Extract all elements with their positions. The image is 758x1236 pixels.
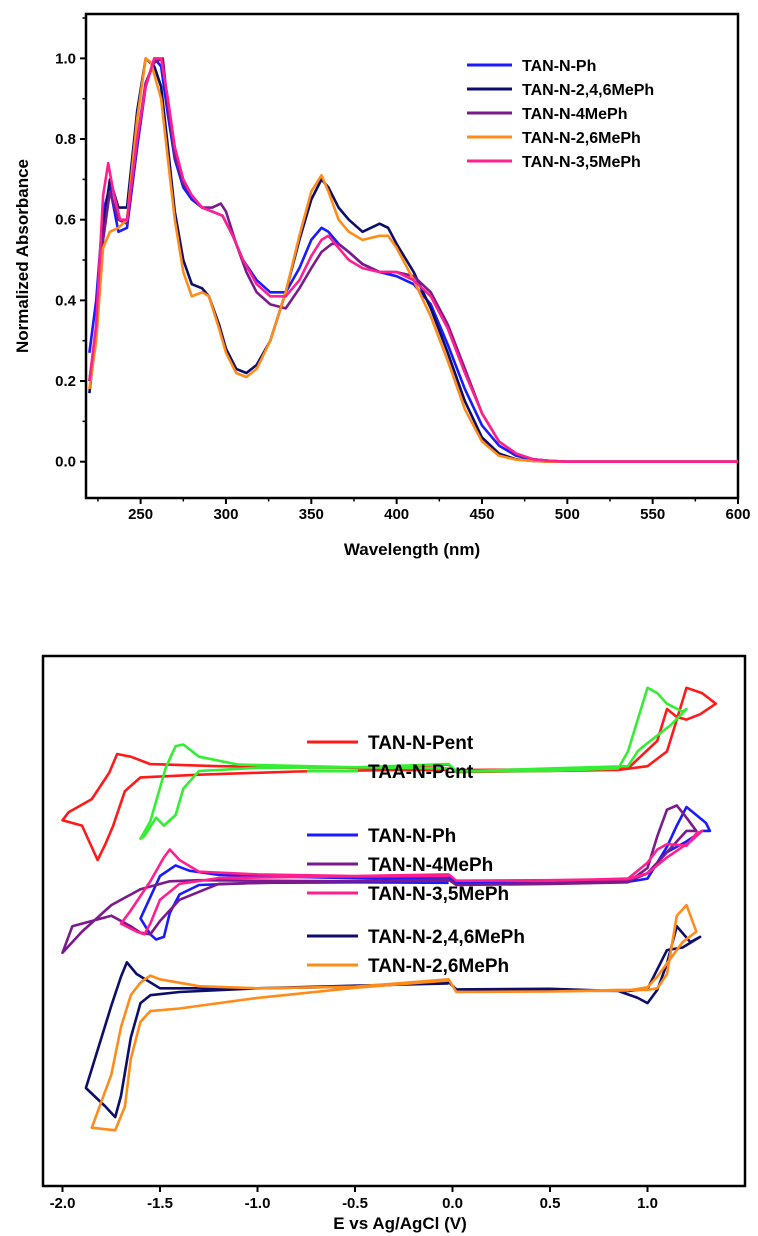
cv-x-tick-label: 1.0 xyxy=(637,1195,658,1212)
absorbance-series-group xyxy=(88,57,738,463)
absorbance-legend-label-tan-n-2-4-6meph: TAN-N-2,4,6MePh xyxy=(522,82,654,99)
cv-legend-label-tan-n-pent: TAN-N-Pent xyxy=(368,733,474,754)
cv-series-tan-n-2-6meph xyxy=(90,903,698,1132)
cyclic-voltammetry-chart: -2.0 -1.5 -1.0 -0.5 0.0 0.5 1.0 TAN-N-Pent TAA-… xyxy=(41,654,747,1233)
cv-x-tick-label: 0.5 xyxy=(540,1195,561,1212)
cv-x-tick-label: -0.5 xyxy=(342,1195,368,1212)
cv-x-tick-label: 0.0 xyxy=(442,1195,463,1212)
absorbance-y-tick-label: 1.0 xyxy=(55,50,76,67)
cv-series-tan-n-3-5meph xyxy=(119,829,704,936)
absorbance-y-tick-label: 0.8 xyxy=(55,131,76,148)
cv-legend-label-tan-n-3-5meph: TAN-N-3,5MePh xyxy=(368,884,509,905)
cv-x-tick-label: -1.5 xyxy=(147,1195,173,1212)
cv-series-tan-n-2-4-6meph xyxy=(84,925,702,1119)
absorbance-legend-label-tan-n-4meph: TAN-N-4MePh xyxy=(522,106,627,123)
cv-legend-label-tan-n-2-4-6meph: TAN-N-2,4,6MePh xyxy=(368,927,525,948)
cv-tick-group: -2.0 -1.5 -1.0 -0.5 0.0 0.5 1.0 xyxy=(50,1186,658,1212)
cv-x-axis-label: E vs Ag/AgCl (V) xyxy=(333,1214,467,1233)
absorbance-x-tick-label: 600 xyxy=(725,506,750,523)
absorbance-y-tick-label: 0.0 xyxy=(55,454,76,471)
absorbance-x-tick-label: 450 xyxy=(469,506,494,523)
absorbance-chart: 250 300 350 400 450 500 550 600 0.0 0.2 0.4 0.6 0.8 1… xyxy=(13,12,751,559)
cv-legend: TAN-N-Pent TAA-N-Pent TAN-N-Ph TAN-N-4MePh T… xyxy=(307,733,525,977)
absorbance-legend-label-tan-n-2-6meph: TAN-N-2,6MePh xyxy=(522,130,641,147)
absorbance-series-tan-n-2-4-6meph xyxy=(88,57,738,463)
cv-plot-frame xyxy=(41,654,747,1188)
absorbance-y-tick-label: 0.2 xyxy=(55,373,76,390)
absorbance-x-tick-label: 300 xyxy=(213,506,238,523)
cv-legend-label-tan-n-ph: TAN-N-Ph xyxy=(368,826,456,847)
absorbance-x-tick-label: 400 xyxy=(384,506,409,523)
cv-legend-label-taa-n-pent: TAA-N-Pent xyxy=(368,762,474,783)
absorbance-x-tick-label: 500 xyxy=(555,506,580,523)
cv-x-tick-label: -2.0 xyxy=(50,1195,76,1212)
cv-legend-label-tan-n-2-6meph: TAN-N-2,6MePh xyxy=(368,956,509,977)
cv-series-taa-n-pent xyxy=(139,686,688,841)
absorbance-x-axis-label: Wavelength (nm) xyxy=(344,540,480,559)
cv-series-group xyxy=(61,686,718,1132)
absorbance-plot-frame xyxy=(84,12,740,500)
absorbance-series-tan-n-ph xyxy=(88,57,738,463)
absorbance-legend-label-tan-n-ph: TAN-N-Ph xyxy=(522,58,596,75)
absorbance-series-tan-n-4meph xyxy=(88,57,738,463)
absorbance-x-tick-label: 350 xyxy=(299,506,324,523)
absorbance-y-axis-label: Normalized Absorbance xyxy=(13,159,32,353)
absorbance-x-tick-label: 250 xyxy=(128,506,153,523)
absorbance-legend: TAN-N-Ph TAN-N-2,4,6MePh TAN-N-4MePh TAN-N-… xyxy=(467,58,654,171)
absorbance-series-tan-n-2-6meph xyxy=(88,57,738,463)
cv-x-tick-label: -1.0 xyxy=(245,1195,271,1212)
absorbance-series-tan-n-3-5meph xyxy=(88,57,738,463)
absorbance-y-tick-label: 0.6 xyxy=(55,212,76,229)
absorbance-tick-group: 250 300 350 400 450 500 550 600 0.0 0.2 0.4 0.6 0.8 1… xyxy=(55,17,751,523)
absorbance-x-tick-label: 550 xyxy=(640,506,665,523)
cv-legend-label-tan-n-4meph: TAN-N-4MePh xyxy=(368,855,493,876)
absorbance-legend-label-tan-n-3-5meph: TAN-N-3,5MePh xyxy=(522,154,641,171)
absorbance-y-tick-label: 0.4 xyxy=(55,292,77,309)
